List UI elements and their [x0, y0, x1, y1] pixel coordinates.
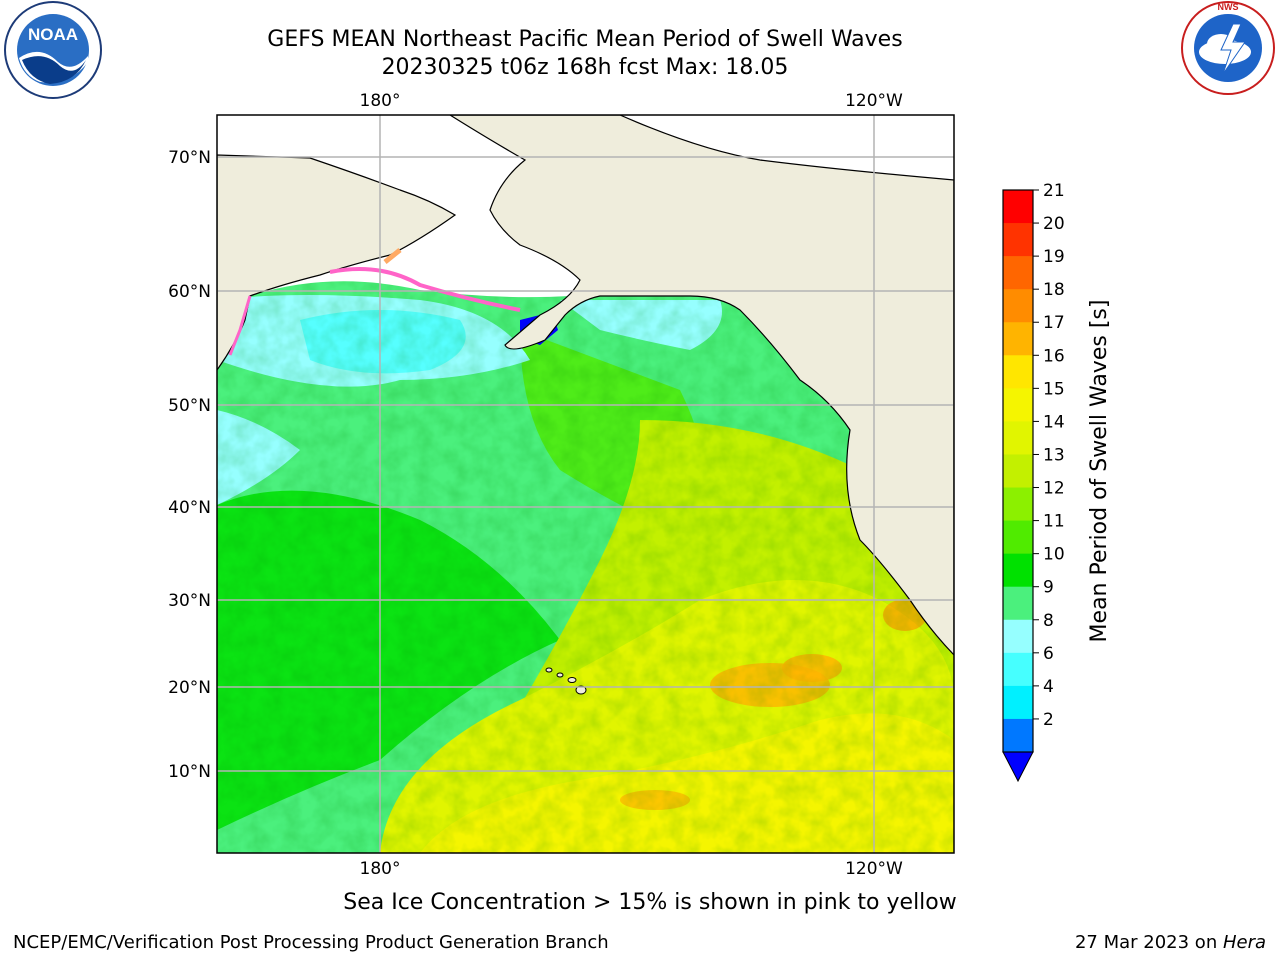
noaa-logo-text: NOAA [28, 25, 78, 44]
lon-label-bottom-120w: 120°W [845, 859, 903, 879]
lat-label-20n: 20°N [168, 678, 211, 698]
lat-label-50n: 50°N [168, 396, 211, 416]
lon-label-top-120w: 120°W [845, 91, 903, 111]
footer-date: 27 Mar 2023 on Hera [1075, 932, 1266, 953]
lat-label-10n: 10°N [168, 762, 211, 782]
sea-ice-note: Sea Ice Concentration > 15% is shown in … [343, 890, 957, 915]
map-subtitle: 20230325 t06z 168h fcst Max: 18.05 [381, 55, 789, 80]
lon-label-top-180: 180° [360, 91, 401, 111]
lat-label-30n: 30°N [168, 591, 211, 611]
north-america-land [448, 115, 954, 656]
svg-text:NWS: NWS [1218, 2, 1239, 12]
footer-host: Hera [1222, 932, 1266, 953]
hawaii-islands [545, 667, 587, 695]
footer-credit: NCEP/EMC/Verification Post Processing Pr… [13, 932, 609, 953]
footer-date-text: 27 Mar 2023 on [1074, 932, 1223, 953]
graticule [217, 115, 954, 853]
map-title: GEFS MEAN Northeast Pacific Mean Period … [267, 27, 903, 52]
nws-logo-icon: NWS [1181, 1, 1275, 95]
lat-label-60n: 60°N [168, 282, 211, 302]
lat-label-40n: 40°N [168, 498, 211, 518]
lon-label-bottom-180: 180° [360, 859, 401, 879]
lat-label-70n: 70°N [168, 148, 211, 168]
map-frame [216, 114, 955, 854]
noaa-logo-icon: NOAA [4, 1, 102, 99]
